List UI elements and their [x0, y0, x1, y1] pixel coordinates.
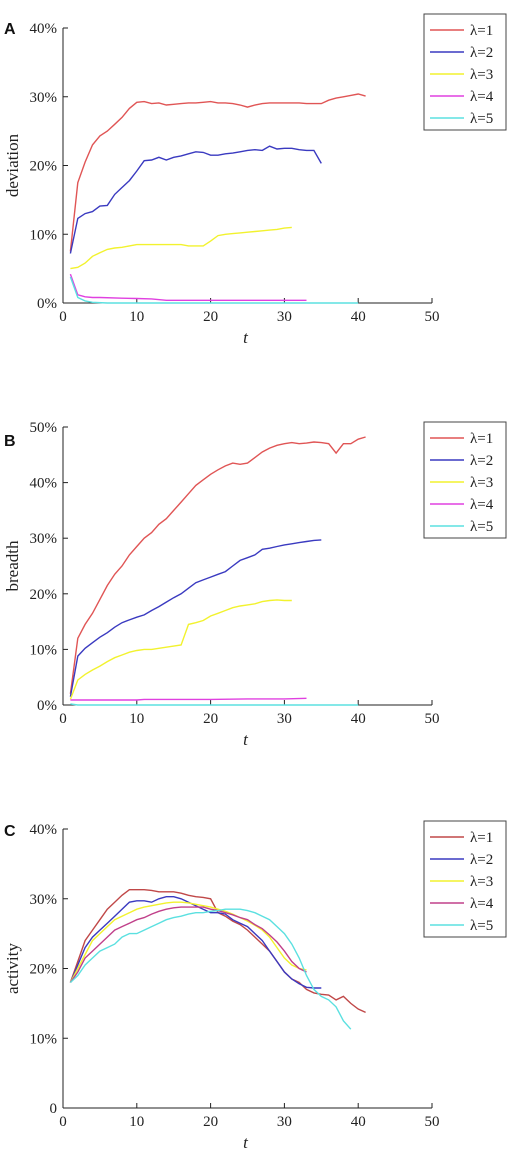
series-line-λ=4 — [70, 697, 307, 701]
y-tick-label: 40% — [30, 476, 58, 492]
legend-box — [423, 820, 507, 938]
legend-box — [423, 421, 507, 539]
series-line-λ=3 — [69, 599, 292, 700]
x-tick-label: 10 — [129, 711, 144, 727]
panel-letter: B — [4, 433, 16, 450]
series-line-λ=3 — [69, 901, 307, 983]
y-tick-label: 10% — [30, 227, 58, 243]
legend-label: λ=4 — [470, 89, 494, 105]
y-tick-label: 20% — [30, 159, 58, 175]
x-axis-title: t — [243, 328, 249, 347]
y-tick-label: 20% — [30, 587, 58, 603]
x-tick-label: 0 — [59, 1114, 67, 1130]
x-tick-label: 40 — [351, 309, 366, 325]
y-axis-title: breadth — [3, 540, 22, 591]
series-line-λ=2 — [69, 896, 322, 989]
series-line-λ=2 — [69, 145, 322, 254]
x-tick-label: 0 — [59, 711, 67, 727]
y-tick-label: 30% — [30, 90, 58, 106]
x-tick-label: 40 — [351, 711, 366, 727]
chart-panel-a: A0%10%20%30%40%0 10 20 30 40 50tdeviationλ=1λ… — [3, 13, 507, 347]
legend-label: λ=5 — [470, 519, 493, 535]
y-axis-title: activity — [3, 943, 22, 994]
series-line-λ=4 — [69, 906, 307, 983]
chart-panel-c: C 0 10% 20% 30% 40% 0 10 20 30 40 50 t activity λ=1 λ=2… — [3, 820, 507, 1152]
x-tick-label: 20 — [203, 1114, 218, 1130]
y-tick-label: 0 — [50, 1101, 58, 1117]
legend-label: λ=3 — [470, 874, 493, 890]
legend-label: λ=3 — [470, 67, 493, 83]
series-line-λ=1 — [69, 93, 366, 252]
x-axis-title: t — [243, 1133, 249, 1152]
x-axis-title: t — [243, 730, 249, 749]
legend-label: λ=2 — [470, 453, 493, 469]
legend-label: λ=1 — [470, 830, 493, 846]
series-line-λ=5 — [69, 276, 359, 304]
legend: λ=1 λ=2 λ=3 λ=4 λ=5 — [423, 820, 507, 938]
x-tick-label: 20 — [203, 711, 218, 727]
x-tick-label: 10 — [129, 1114, 144, 1130]
legend-label: λ=2 — [470, 45, 493, 61]
y-tick-label: 30% — [30, 892, 58, 908]
x-tick-label: 30 — [277, 711, 292, 727]
legend-label: λ=4 — [470, 497, 494, 513]
legend-label: λ=1 — [470, 23, 493, 39]
chart-panel-b: B 0% 10% 20% 30% 40% 50% 0 10 20 30 40 50 t breadth λ=1… — [3, 420, 507, 749]
y-tick-label: 10% — [30, 642, 58, 658]
x-tick-label: 20 — [203, 309, 218, 325]
legend: λ=1 λ=2 λ=3 λ=4 λ=5 — [423, 421, 507, 539]
y-tick-label: 30% — [30, 531, 58, 547]
x-tick-label: 50 — [425, 1114, 440, 1130]
x-tick-label: 30 — [277, 309, 292, 325]
legend-label: λ=5 — [470, 111, 493, 127]
series-line-λ=1 — [69, 436, 366, 694]
series-line-λ=3 — [70, 226, 292, 270]
x-tick-label: 50 — [425, 711, 440, 727]
series-line-λ=5 — [70, 703, 359, 706]
legend: λ=1 λ=2 λ=3 λ=4 λ=5 — [423, 13, 507, 131]
legend-label: λ=3 — [470, 475, 493, 491]
y-tick-label: 20% — [30, 962, 58, 978]
series-line-λ=1 — [69, 889, 366, 1014]
x-tick-label: 40 — [351, 1114, 366, 1130]
legend-label: λ=2 — [470, 852, 493, 868]
legend-box — [423, 13, 507, 131]
x-tick-label: 10 — [129, 309, 144, 325]
y-tick-label: 40% — [30, 21, 58, 37]
x-tick-label: 0 — [59, 309, 67, 325]
y-tick-label: 0% — [37, 296, 57, 312]
y-tick-label: 50% — [30, 420, 58, 436]
x-tick-label: 30 — [277, 1114, 292, 1130]
legend-label: λ=1 — [470, 431, 493, 447]
series-line-λ=5 — [69, 908, 352, 1030]
series-line-λ=2 — [69, 539, 322, 697]
y-tick-label: 0% — [37, 698, 57, 714]
y-tick-label: 40% — [30, 822, 58, 838]
y-tick-label: 10% — [30, 1031, 58, 1047]
panel-letter: A — [4, 21, 16, 38]
legend-label: λ=5 — [470, 918, 493, 934]
legend-label: λ=4 — [470, 896, 494, 912]
series-line-λ=4 — [69, 273, 307, 301]
y-axis-title: deviation — [3, 133, 22, 197]
panel-letter: C — [4, 823, 16, 840]
x-tick-label: 50 — [425, 309, 440, 325]
